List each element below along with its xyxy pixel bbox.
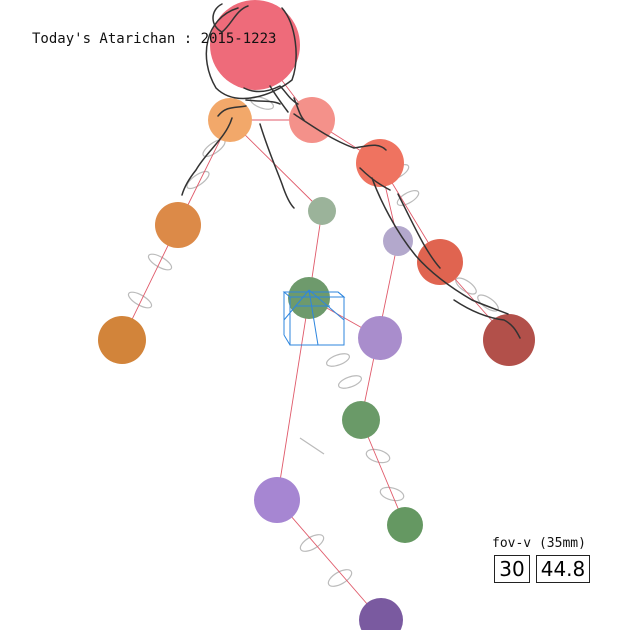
rotation-ring[interactable] xyxy=(299,437,325,455)
arm-stroke xyxy=(245,99,281,105)
joint-shoulder-right[interactable] xyxy=(289,97,335,143)
rotation-ring[interactable] xyxy=(395,188,421,209)
joint-hand-right[interactable] xyxy=(483,314,535,366)
joint-hips[interactable] xyxy=(288,277,330,319)
rotation-ring[interactable] xyxy=(326,566,355,589)
fov-label: fov-v (35mm) xyxy=(492,536,586,551)
joint-foot-right[interactable] xyxy=(387,507,423,543)
bone xyxy=(276,297,310,501)
arm-stroke xyxy=(397,193,441,269)
neck-stroke xyxy=(293,97,305,121)
arm-stroke xyxy=(293,113,387,151)
fov-value-field[interactable]: 44.8 xyxy=(536,555,590,583)
joint-hand-left[interactable] xyxy=(98,316,146,364)
rotation-ring[interactable] xyxy=(337,373,363,391)
joint-foot-left[interactable] xyxy=(359,598,403,630)
joint-chest[interactable] xyxy=(308,197,336,225)
joint-knee-left[interactable] xyxy=(254,477,300,523)
joint-ankle-right[interactable] xyxy=(342,401,380,439)
joints xyxy=(98,0,535,630)
rotation-ring[interactable] xyxy=(184,168,211,191)
hair-stroke xyxy=(205,7,297,100)
gizmo-edge xyxy=(308,289,319,346)
rotation-ring[interactable] xyxy=(298,531,327,554)
bone xyxy=(276,499,382,621)
arm-stroke xyxy=(181,117,233,196)
joint-elbow-left[interactable] xyxy=(155,202,201,248)
page-title: Today's Atarichan : 2015-1223 xyxy=(32,31,277,47)
rotation-ring[interactable] xyxy=(325,351,351,369)
joint-wrist-right[interactable] xyxy=(417,239,463,285)
arm-stroke xyxy=(359,167,391,191)
gizmo-edge xyxy=(308,289,345,321)
hair-stroke xyxy=(212,3,249,33)
rotation-rings xyxy=(126,94,499,589)
rotation-ring[interactable] xyxy=(126,289,154,311)
gizmo-edge xyxy=(283,289,310,321)
neck-stroke xyxy=(269,85,289,113)
hand-stroke xyxy=(453,299,521,339)
rotation-ring[interactable] xyxy=(379,485,405,503)
rotation-ring[interactable] xyxy=(365,447,391,465)
joint-hip-right[interactable] xyxy=(383,226,413,256)
rotation-ring[interactable] xyxy=(453,275,478,297)
gizmo-edge xyxy=(337,291,345,298)
fov-degrees-field[interactable]: 30 xyxy=(494,555,530,583)
arm-stroke xyxy=(371,177,509,315)
sketch-strokes xyxy=(181,3,521,339)
gizmo-edge xyxy=(283,334,291,346)
joint-shoulder-left[interactable] xyxy=(208,98,252,142)
body-stroke xyxy=(259,123,295,209)
rotation-ring[interactable] xyxy=(249,94,275,112)
body-stroke xyxy=(217,105,247,117)
joint-head[interactable] xyxy=(210,0,300,90)
hair-stroke xyxy=(243,85,299,105)
selection-gizmo[interactable] xyxy=(282,289,346,346)
joint-knee-right[interactable] xyxy=(358,316,402,360)
